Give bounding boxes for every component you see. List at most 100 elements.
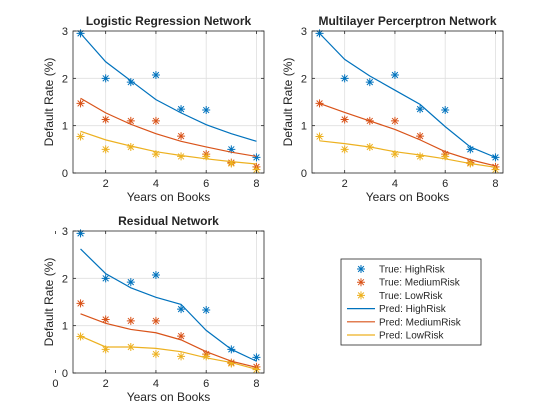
legend-label: True: HighRisk [379, 265, 446, 276]
data-point-marker [441, 152, 450, 161]
series-line [80, 32, 257, 142]
data-point-marker [416, 152, 425, 161]
data-point-marker [151, 71, 160, 80]
legend-label: Pred: HighRisk [379, 304, 447, 315]
x-axis-label: Years on Books [127, 190, 211, 204]
series-line [319, 102, 496, 167]
legend-label: True: LowRisk [379, 291, 444, 302]
data-point-marker [151, 350, 160, 359]
x-tick-label: 2 [103, 378, 109, 390]
y-tick-label: 0 [62, 368, 68, 380]
y-axis-label: Default Rate (%) [42, 58, 56, 147]
data-point-marker [101, 345, 110, 354]
data-point-marker [340, 115, 349, 124]
subplot-3: 0 2 4 6 8 0 1 2 3 Residual Network Years on Books D… [42, 214, 265, 404]
legend-marker [357, 265, 365, 273]
data-point-marker [76, 99, 85, 108]
series-line [80, 97, 257, 158]
y-tick-label: 3 [301, 26, 307, 38]
x-tick-label: 2 [103, 178, 109, 190]
y-axis-label: Default Rate (%) [281, 58, 295, 147]
y-tick-label: 2 [62, 273, 68, 285]
data-point-marker [101, 274, 110, 283]
y-tick-label: 2 [62, 73, 68, 85]
y-tick-label: 0 [62, 168, 68, 180]
data-point-marker [416, 132, 425, 141]
data-point-marker [252, 153, 261, 162]
data-point-marker [126, 278, 135, 287]
y-tick-label: 0 [301, 168, 307, 180]
data-point-marker [76, 229, 85, 238]
data-point-marker [101, 315, 110, 324]
data-point-marker [126, 78, 135, 87]
legend-label: Pred: LowRisk [379, 331, 444, 342]
data-point-marker [202, 152, 211, 161]
data-point-marker [101, 74, 110, 83]
data-point-marker [76, 29, 85, 38]
y-tick-label: 1 [301, 121, 307, 133]
data-point-marker [126, 316, 135, 325]
data-point-marker [177, 132, 186, 141]
data-point-marker [202, 352, 211, 361]
axes-box [72, 230, 265, 374]
y-tick-label: 1 [62, 321, 68, 333]
y-tick-label: 2 [301, 73, 307, 85]
data-point-marker [227, 159, 236, 168]
x-tick-label: 6 [203, 378, 209, 390]
x-tick-label: 4 [392, 178, 398, 190]
legend-label: Pred: MediumRisk [379, 317, 462, 328]
axes-box [311, 30, 504, 174]
x-tick-label: 8 [253, 378, 259, 390]
data-point-marker [76, 299, 85, 308]
x-tick-label: 0 [52, 378, 58, 390]
data-point-marker [491, 153, 500, 162]
legend-label: True: MediumRisk [379, 278, 461, 289]
data-point-marker [177, 152, 186, 161]
data-point-marker [101, 115, 110, 124]
data-point-marker [177, 332, 186, 341]
x-tick-label: 4 [153, 378, 159, 390]
data-point-marker [227, 145, 236, 154]
plot-area [73, 31, 264, 173]
data-point-marker [340, 74, 349, 83]
x-tick-label: 6 [442, 178, 448, 190]
y-tick-label: 3 [62, 226, 68, 238]
data-point-marker [315, 29, 324, 38]
data-point-marker [315, 99, 324, 108]
data-point-marker [441, 106, 450, 115]
x-axis-label: Years on Books [127, 390, 211, 404]
data-point-marker [252, 165, 261, 174]
y-tick-label: 3 [62, 26, 68, 38]
y-axis-label: Default Rate (%) [42, 258, 56, 347]
series-line [80, 313, 257, 368]
data-point-marker [390, 116, 399, 125]
data-point-marker [315, 132, 324, 141]
series-line [319, 32, 496, 158]
legend-box [340, 258, 482, 346]
chart-title: Multilayer Percerptron Network [318, 14, 496, 28]
x-tick-label: 8 [492, 178, 498, 190]
x-tick-label: 6 [203, 178, 209, 190]
data-point-marker [76, 132, 85, 141]
data-point-marker [177, 352, 186, 361]
data-point-marker [340, 145, 349, 154]
data-point-marker [151, 316, 160, 325]
data-point-marker [227, 359, 236, 368]
chart-title: Residual Network [118, 214, 219, 228]
data-point-marker [365, 78, 374, 87]
x-axis-label: Years on Books [366, 190, 450, 204]
data-point-marker [252, 365, 261, 374]
plot-area [312, 31, 503, 173]
data-point-marker [202, 306, 211, 315]
legend-marker [357, 291, 365, 300]
data-point-marker [390, 150, 399, 159]
data-point-marker [416, 105, 425, 114]
data-point-marker [491, 165, 500, 174]
series-line [319, 140, 496, 168]
series-line [80, 130, 257, 165]
x-tick-label: 2 [342, 178, 348, 190]
subplot-1: 2 4 6 8 0 1 2 3 Logistic Regression Network Years… [42, 14, 265, 204]
series-line [80, 248, 257, 362]
data-point-marker [177, 305, 186, 314]
legend-marker [357, 278, 365, 287]
